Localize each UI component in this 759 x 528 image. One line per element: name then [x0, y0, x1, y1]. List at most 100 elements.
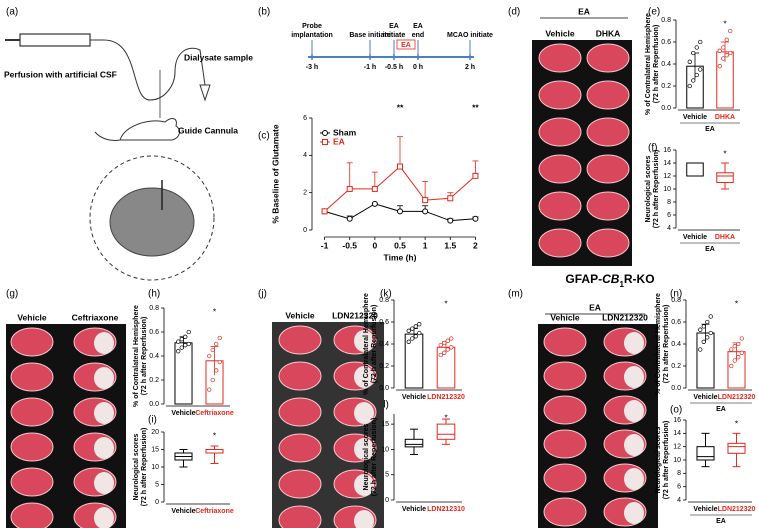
data-point	[694, 72, 699, 78]
timeline-event: implantation	[291, 32, 333, 39]
y-tick-label: 0.0	[661, 105, 671, 112]
data-point	[694, 45, 699, 50]
data-point	[701, 324, 706, 329]
column-label: Vehicle	[550, 312, 580, 322]
point	[447, 217, 454, 224]
y-tick-label: 16	[673, 417, 681, 424]
brain-slice	[278, 505, 322, 528]
timeline-event: Probe	[302, 23, 322, 30]
zoom-circle	[89, 155, 215, 281]
microdialysis-diagram: Perfusion with artificial CSF Dialysate …	[4, 33, 253, 281]
timeline-time: -1 h	[364, 64, 376, 71]
x-tick-label: 0	[372, 240, 377, 250]
data-point	[708, 330, 713, 336]
image-title: GFAP-CB1R-KO	[565, 272, 654, 288]
y-tick-label: 12	[673, 444, 681, 451]
data-point	[721, 45, 726, 50]
point	[472, 172, 479, 179]
infarct	[94, 402, 114, 424]
x-axis-label: Time (h)	[384, 252, 417, 262]
y-tick-label: 5	[155, 481, 159, 488]
timeline-time: -0.5 h	[385, 64, 403, 71]
period-box	[396, 39, 416, 50]
timeline-event: EA	[413, 23, 423, 30]
x-tick-label: 0.5	[394, 240, 406, 250]
y-tick-label: 0.0	[671, 385, 681, 392]
panel-label: (i)	[148, 415, 157, 426]
data-point	[438, 342, 443, 348]
title-part: CB	[602, 272, 620, 286]
y-tick-label: 0.8	[379, 297, 389, 304]
column-label: LDN212320	[332, 310, 378, 320]
infarct	[624, 400, 644, 422]
timeline-event: MCAO initiate	[447, 32, 493, 39]
point	[472, 215, 479, 222]
syringe-label: Perfusion with artificial CSF	[4, 69, 117, 79]
y-tick-label: 0.6	[661, 39, 671, 46]
x-tick-label: 2	[473, 240, 478, 250]
data-point	[729, 363, 734, 369]
data-point	[449, 336, 454, 341]
y-tick-label: 0.2	[661, 83, 671, 90]
image-header: EA	[589, 302, 601, 312]
infarct	[354, 474, 374, 496]
brain-slice	[543, 361, 587, 391]
brain-slice	[586, 117, 630, 147]
data-point	[438, 352, 443, 358]
data-point	[186, 341, 191, 347]
panel-label: (n)	[670, 289, 682, 300]
data-point	[705, 335, 710, 340]
brain-slice	[538, 228, 582, 258]
brain-slice	[543, 429, 587, 459]
brain-slice	[538, 154, 582, 184]
annotation: *	[723, 18, 727, 28]
y-tick-label: 4	[303, 152, 307, 159]
data-point	[183, 343, 188, 348]
point	[422, 208, 429, 215]
y-axis-label: (72 h after Reperfusion)	[653, 150, 660, 229]
brain-slice	[586, 43, 630, 73]
y-tick-label: 0.2	[149, 377, 159, 384]
infarct	[94, 437, 114, 459]
image-background	[532, 40, 632, 266]
group-label: EA	[705, 126, 715, 133]
y-tick-label: 15	[381, 421, 389, 428]
x-tick-label: Vehicle	[683, 114, 707, 121]
panel-label: (b)	[258, 7, 270, 18]
y-tick-label: 8	[667, 199, 671, 206]
data-point	[732, 358, 737, 363]
timeline-event: Base initiate	[349, 32, 390, 39]
data-point	[217, 359, 222, 365]
x-tick-label: -0.5	[342, 240, 357, 250]
panel-label: (g)	[6, 289, 18, 300]
infarct	[354, 402, 374, 424]
y-tick-label: 0.8	[671, 297, 681, 304]
data-point	[413, 324, 418, 329]
y-tick-label: 6	[667, 212, 671, 219]
data-point	[176, 339, 181, 344]
y-tick-label: 0.8	[149, 305, 159, 312]
annotation: **	[472, 102, 479, 112]
x-tick-label: Vehicle	[171, 508, 195, 515]
data-point	[417, 330, 422, 336]
group-label: EA	[716, 406, 726, 413]
infarct	[624, 468, 644, 490]
image-header: EA	[578, 6, 590, 16]
column-label: Vehicle	[285, 310, 315, 320]
infarct	[354, 510, 374, 528]
x-tick-label: 1	[423, 240, 428, 250]
y-tick-label: 10	[673, 457, 681, 464]
infarct	[94, 332, 114, 354]
panel-label: (c)	[258, 131, 270, 142]
legend-marker	[322, 139, 328, 145]
y-tick-label: 12	[663, 173, 671, 180]
brain-slice	[538, 80, 582, 110]
brain-slice	[538, 191, 582, 221]
brain-section	[109, 187, 195, 257]
data-point	[406, 339, 411, 344]
y-tick-label: 0.4	[671, 341, 681, 348]
brain-slice	[586, 228, 630, 258]
timeline-time: -3 h	[306, 64, 318, 71]
point	[422, 197, 429, 204]
data-point	[186, 329, 191, 335]
